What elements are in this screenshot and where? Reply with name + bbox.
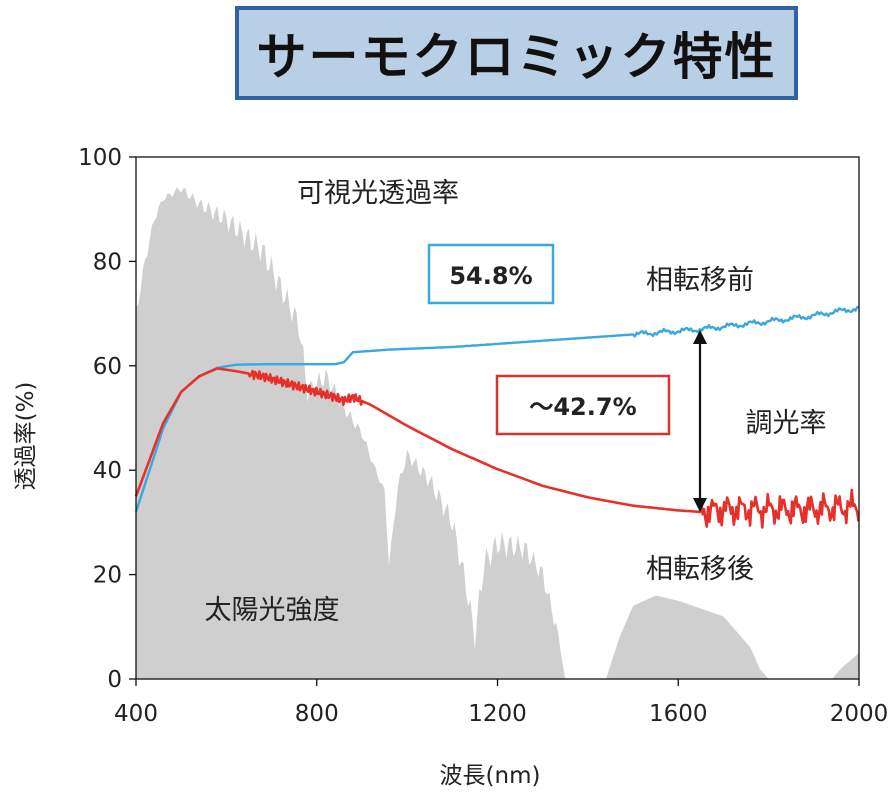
value-before-box xyxy=(427,243,555,305)
modulation-arrow-head-top xyxy=(693,330,707,344)
y-axis-label: 透過率(%) xyxy=(13,382,39,491)
y-tick-label-40: 40 xyxy=(93,458,122,484)
modulation-arrow-head-bottom xyxy=(693,498,707,512)
x-tick-label-400: 400 xyxy=(114,701,158,727)
chart-title: サーモクロミック特性 xyxy=(256,28,777,86)
x-tick-label-1600: 1600 xyxy=(649,701,708,727)
y-tick-label-80: 80 xyxy=(93,249,122,275)
title-box: サーモクロミック特性 xyxy=(235,6,798,100)
value-after-text: ～42.7% xyxy=(529,393,636,421)
x-tick-label-1200: 1200 xyxy=(468,701,527,727)
x-tick-label-800: 800 xyxy=(295,701,339,727)
y-tick-label-60: 60 xyxy=(93,354,122,380)
tick-layer: 400 800 1200 1600 2000 0 20 40 60 80 100 xyxy=(78,145,888,727)
x-axis-label: 波長(nm) xyxy=(440,763,541,789)
series-line-before xyxy=(134,306,860,513)
series-lines-layer xyxy=(134,306,860,529)
y-tick-label-100: 100 xyxy=(78,145,122,171)
y-tick-label-0: 0 xyxy=(107,667,122,693)
x-tick-label-2000: 2000 xyxy=(830,701,889,727)
solar-intensity-area xyxy=(136,187,859,680)
after-transition-label: 相転移後 xyxy=(646,554,754,585)
y-tick-label-20: 20 xyxy=(93,563,122,589)
solar-intensity-area-layer xyxy=(136,187,859,680)
visible-transmittance-label: 可視光透過率 xyxy=(297,178,459,209)
value-before-text: 54.8% xyxy=(449,262,532,290)
value-after-box xyxy=(495,374,671,436)
before-transition-label: 相転移前 xyxy=(646,265,754,296)
solar-intensity-label: 太陽光強度 xyxy=(205,595,340,626)
modulation-label: 調光率 xyxy=(746,408,827,439)
series-line-after xyxy=(134,367,860,529)
